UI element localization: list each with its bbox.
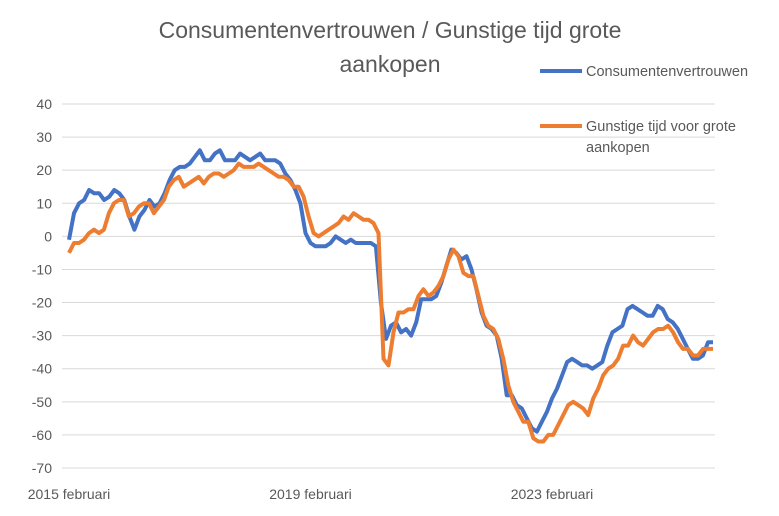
chart-title-line-2: aankopen <box>339 51 440 77</box>
gridlines <box>62 103 715 469</box>
legend-label-gunstige-tijd-line-1: Gunstige tijd voor grote <box>586 119 736 135</box>
y-tick-label: -50 <box>32 394 52 410</box>
chart-title: Consumentenvertrouwen / Gunstige tijd gr… <box>159 17 622 77</box>
chart-title-line-1: Consumentenvertrouwen / Gunstige tijd gr… <box>159 17 622 43</box>
y-tick-label: 0 <box>44 228 52 244</box>
x-tick-label: 2023 februari <box>511 486 594 502</box>
series-line-1 <box>67 161 713 444</box>
series-line-0 <box>67 148 713 434</box>
series-lines <box>67 148 713 444</box>
legend: Consumentenvertrouwen Gunstige tijd voor… <box>540 64 748 156</box>
y-axis-ticks: 40 30 20 10 0 -10 -20 -30 -40 -50 -60 -70 <box>32 96 52 476</box>
y-tick-label: -60 <box>32 427 52 443</box>
x-tick-label: 2019 februari <box>269 486 352 502</box>
x-tick-label: 2015 februari <box>28 486 111 502</box>
y-tick-label: 20 <box>36 162 52 178</box>
y-tick-label: 30 <box>36 129 52 145</box>
y-tick-label: -30 <box>32 328 52 344</box>
legend-label-consumentenvertrouwen: Consumentenvertrouwen <box>586 64 748 80</box>
y-tick-label: -10 <box>32 261 52 277</box>
y-tick-label: 40 <box>36 96 52 112</box>
y-tick-label: -20 <box>32 295 52 311</box>
y-tick-label: 10 <box>36 195 52 211</box>
y-tick-label: -70 <box>32 460 52 476</box>
x-axis-ticks: 2015 februari 2019 februari 2023 februari <box>28 486 594 502</box>
legend-label-gunstige-tijd-line-2: aankopen <box>586 140 650 156</box>
y-tick-label: -40 <box>32 361 52 377</box>
